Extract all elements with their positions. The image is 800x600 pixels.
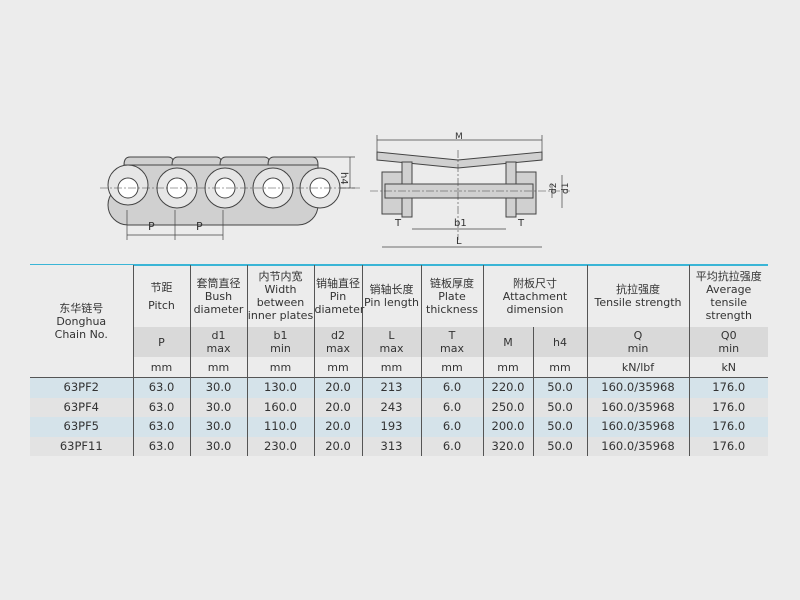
table-cell: 160.0/35968 — [586, 436, 689, 456]
header-pitch: 节距 Pitch — [132, 265, 190, 327]
table-row: 63PF5 63.0 30.0 110.0 20.0 193 6.0 200.0 50.0 160… — [30, 417, 768, 437]
unit: mm — [189, 357, 247, 378]
chain-no-cell: 63PF4 — [30, 397, 133, 417]
T-label-right: T — [517, 218, 525, 229]
table-cell: 63.0 — [132, 417, 190, 437]
header-row-names: 东华链号 Donghua Chain No. 节距 Pitch 套筒直径 Bush … — [30, 265, 768, 378]
sym-h4: h4 — [532, 327, 587, 357]
unit: mm — [361, 357, 421, 378]
header-pin-length: 销轴长度 Pin length — [361, 265, 421, 327]
table-cell: 176.0 — [688, 377, 768, 398]
table-cell: 50.0 — [532, 377, 587, 398]
chain-header-en2: Chain No. — [54, 327, 108, 341]
b1-label: b1 — [454, 218, 467, 229]
chain-header-cn: 东华链号 — [59, 301, 104, 315]
sym-Q0: Q0 min — [688, 327, 768, 357]
table-cell: 160.0/35968 — [586, 397, 689, 417]
table-cell: 63.0 — [132, 377, 190, 398]
table-cell: 220.0 — [482, 377, 533, 398]
pitch-label-1: P — [148, 220, 155, 233]
table-cell: 50.0 — [532, 417, 587, 437]
table-cell: 193 — [361, 417, 421, 437]
table-cell: 160.0/35968 — [586, 417, 689, 437]
table-cell: 250.0 — [482, 397, 533, 417]
table-cell: 30.0 — [189, 377, 247, 398]
unit: mm — [482, 357, 533, 378]
h4-label: h4 — [338, 172, 349, 185]
sym-b1: b1 min — [246, 327, 314, 357]
L-label: L — [456, 236, 462, 247]
unit: mm — [313, 357, 362, 378]
table-cell: 50.0 — [532, 397, 587, 417]
table-row: 63PF2 63.0 30.0 130.0 20.0 213 6.0 220.0 50.0 160… — [30, 377, 768, 398]
header-inner-width: 内节内宽 Width between inner plates — [246, 265, 314, 327]
chain-no-cell: 63PF5 — [30, 417, 133, 437]
table-cell: 230.0 — [246, 436, 314, 456]
chain-front-view-drawing: M T T b1 L d2 d1 — [370, 132, 571, 248]
table-cell: 6.0 — [420, 417, 483, 437]
table-cell: 30.0 — [189, 436, 247, 456]
chain-header-en1: Donghua — [56, 314, 107, 328]
table-cell: 20.0 — [313, 377, 362, 398]
table-row: 63PF11 63.0 30.0 230.0 20.0 313 6.0 320.0 50.0 16… — [30, 436, 768, 456]
table-cell: 63.0 — [132, 436, 190, 456]
table-cell: 20.0 — [313, 417, 362, 437]
header-average-tensile-strength: 平均抗拉强度 Average tensile strength — [688, 265, 768, 327]
table-cell: 243 — [361, 397, 421, 417]
header-pin-diameter: 销轴直径 Pin diameter — [313, 265, 364, 327]
unit: mm — [246, 357, 314, 378]
table-cell: 176.0 — [688, 417, 768, 437]
d1-label: d1 — [561, 183, 571, 194]
table-cell: 6.0 — [420, 436, 483, 456]
header-bush-diameter: 套筒直径 Bush diameter — [189, 265, 247, 327]
table-cell: 176.0 — [688, 397, 768, 417]
table-cell: 213 — [361, 377, 421, 398]
sym-d1: d1 max — [189, 327, 247, 357]
table-cell: 313 — [361, 436, 421, 456]
table-cell: 30.0 — [189, 417, 247, 437]
table-cell: 110.0 — [246, 417, 314, 437]
table-cell: 176.0 — [688, 436, 768, 456]
sym-M: M — [482, 327, 533, 357]
header-plate-thickness: 链板厚度 Plate thickness — [420, 265, 483, 327]
table-cell: 130.0 — [246, 377, 314, 398]
pitch-label-2: P — [196, 220, 203, 233]
chain-no-header: 东华链号 Donghua Chain No. — [30, 265, 133, 378]
header-tensile-strength: 抗拉强度 Tensile strength — [586, 265, 689, 327]
table-cell: 160.0/35968 — [586, 377, 689, 398]
T-label-left: T — [394, 218, 402, 229]
header-attachment-dimension: 附板尺寸 Attachment dimension — [482, 265, 587, 327]
chain-side-view-drawing: P P h4 — [100, 156, 360, 240]
sym-P: P — [132, 327, 190, 357]
table-row: 63PF4 63.0 30.0 160.0 20.0 243 6.0 250.0 50.0 160… — [30, 397, 768, 417]
unit: mm — [420, 357, 483, 378]
M-label: M — [455, 132, 463, 142]
table-cell: 63.0 — [132, 397, 190, 417]
table-cell: 20.0 — [313, 436, 362, 456]
unit: mm — [532, 357, 587, 378]
d2-label: d2 — [549, 183, 559, 194]
table-cell: 30.0 — [189, 397, 247, 417]
sym-d2: d2 max — [313, 327, 362, 357]
table-cell: 6.0 — [420, 397, 483, 417]
chain-no-cell: 63PF11 — [30, 436, 133, 456]
unit: mm — [132, 357, 190, 378]
chain-no-cell: 63PF2 — [30, 377, 133, 398]
header-row-units: mm mm mm mm mm mm mm mm kN/lbf kN — [30, 357, 768, 378]
unit: kN/lbf — [586, 357, 689, 378]
table-cell: 6.0 — [420, 377, 483, 398]
table-cell: 320.0 — [482, 436, 533, 456]
table-cell: 20.0 — [313, 397, 362, 417]
unit: kN — [688, 357, 768, 378]
table-cell: 50.0 — [532, 436, 587, 456]
table-cell: 200.0 — [482, 417, 533, 437]
table-cell: 160.0 — [246, 397, 314, 417]
spec-table: 东华链号 Donghua Chain No. 节距 Pitch 套筒直径 Bush … — [30, 265, 768, 456]
